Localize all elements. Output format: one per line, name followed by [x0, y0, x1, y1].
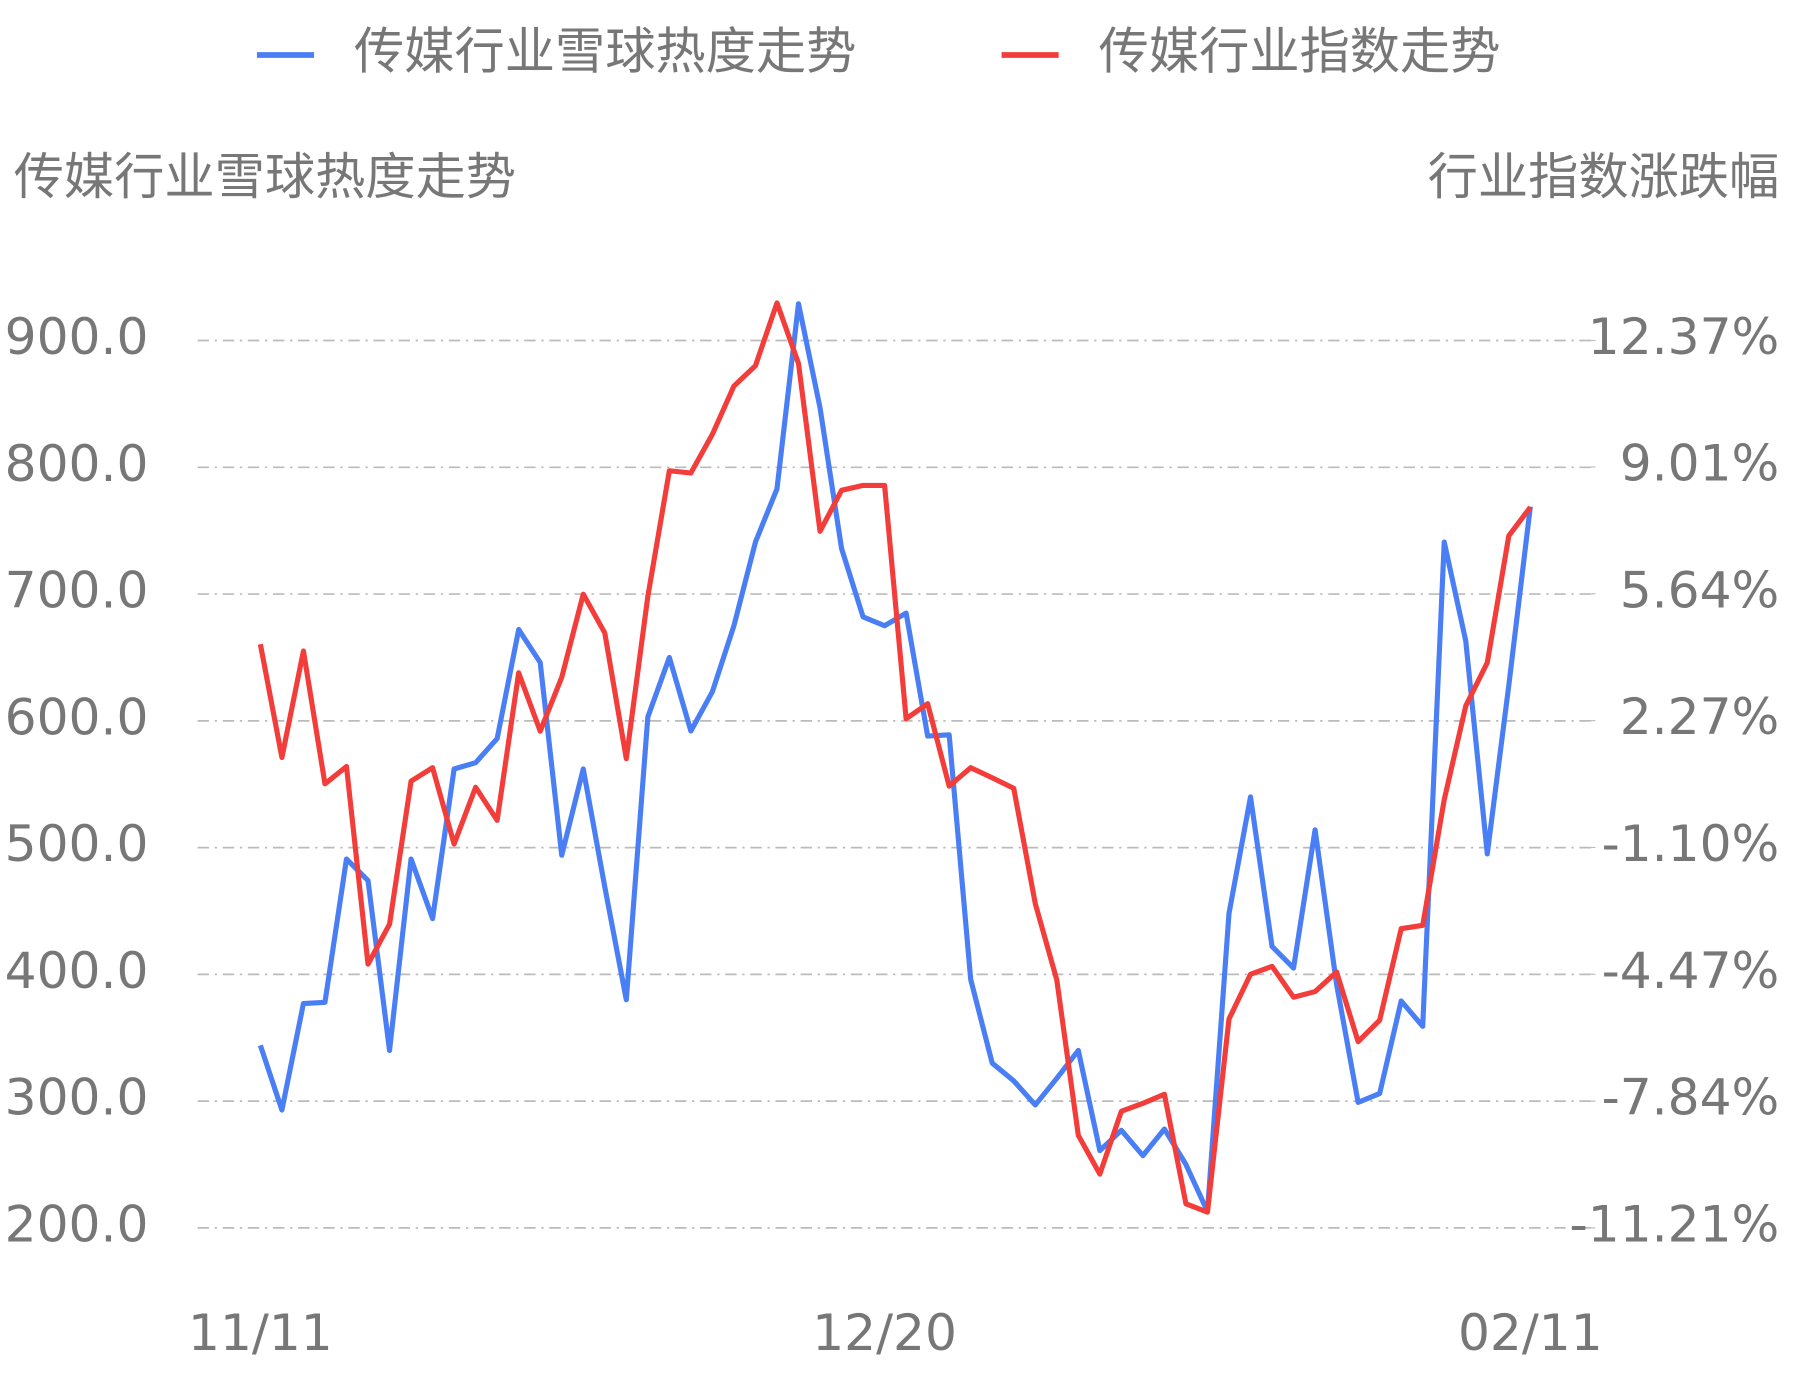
y-tick-label: 800.0 [5, 434, 149, 493]
y2-tick-label: -7.84% [1602, 1068, 1780, 1127]
x-tick-label: 12/20 [812, 1303, 957, 1362]
y2-tick-label: -11.21% [1570, 1194, 1780, 1253]
y2-axis-title: 行业指数涨跌幅 [1428, 147, 1780, 206]
x-tick-label: 02/11 [1458, 1303, 1603, 1362]
y-tick-label: 900.0 [5, 307, 149, 366]
y2-tick-label: 2.27% [1620, 687, 1780, 746]
y-tick-label: 500.0 [5, 814, 149, 873]
y-tick-label: 400.0 [5, 941, 149, 1000]
y2-tick-label: -1.10% [1602, 814, 1780, 873]
y-tick-label: 600.0 [5, 687, 149, 746]
y-tick-label: 700.0 [5, 561, 149, 620]
y2-tick-label: 5.64% [1620, 560, 1780, 619]
y-tick-label: 300.0 [5, 1068, 149, 1127]
series-line [257, 301, 1533, 1214]
legend-label: 传媒行业指数走势 [1099, 22, 1501, 81]
x-tick-label: 11/11 [188, 1303, 333, 1362]
y2-tick-label: -4.47% [1602, 941, 1780, 1000]
y2-tick-label: 12.37% [1588, 307, 1780, 366]
series-line [257, 300, 1533, 1215]
y-axis-title: 传媒行业雪球热度走势 [14, 147, 516, 206]
legend-label: 传媒行业雪球热度走势 [354, 22, 856, 81]
y-tick-label: 200.0 [5, 1194, 149, 1253]
y2-tick-label: 9.01% [1620, 433, 1780, 492]
